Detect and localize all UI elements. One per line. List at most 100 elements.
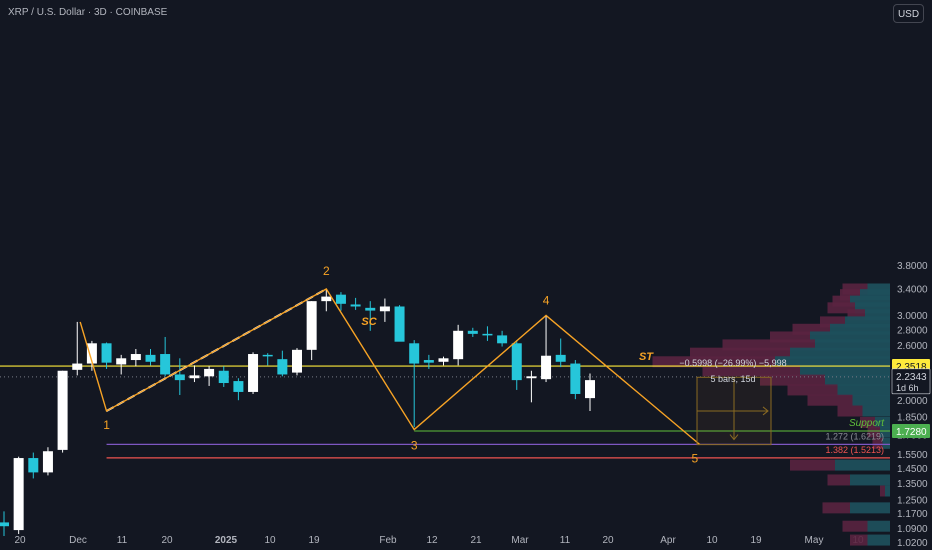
time-tick-label: Apr	[660, 535, 676, 546]
volume-profile-up	[845, 316, 890, 328]
candle-body	[174, 374, 185, 381]
time-tick-label: 21	[470, 535, 482, 546]
sc-label: SC	[361, 316, 377, 328]
support-price-tag: 1.7280	[896, 427, 927, 438]
price-tick-label: 3.4000	[897, 284, 928, 295]
candle-body	[72, 363, 83, 370]
volume-profile-down	[807, 394, 853, 406]
time-tick-label: Dec	[69, 535, 87, 546]
volume-profile-down	[837, 405, 863, 417]
volume-profile-up	[815, 339, 890, 351]
time-tick-label: 20	[14, 535, 26, 546]
candle-body	[511, 343, 522, 381]
time-tick-label: 19	[308, 535, 320, 546]
volume-profile-down	[840, 289, 860, 301]
candle-body	[335, 294, 346, 304]
candle-body	[189, 375, 200, 379]
yellow-price-tag: 2.3518	[896, 362, 927, 373]
symbol-title: XRP / U.S. Dollar · 3D · COINBASE	[8, 7, 168, 18]
fib-1272-label: 1.272 (1.6219)	[825, 431, 884, 441]
volume-profile-down	[872, 437, 883, 449]
volume-profile-down	[827, 302, 855, 314]
candle-body	[350, 304, 361, 307]
candle-body	[233, 381, 244, 392]
volume-profile-up	[860, 289, 890, 301]
volume-profile-down	[860, 416, 875, 428]
volume-profile-down	[850, 534, 868, 546]
current-price-tag: 2.2343	[896, 372, 927, 383]
time-tick-label: 20	[161, 535, 173, 546]
volume-profile-up	[867, 534, 890, 546]
volume-profile-up	[880, 426, 890, 438]
candle-body	[116, 358, 127, 365]
time-tick-label: 20	[602, 535, 614, 546]
candle-body	[277, 359, 288, 375]
time-tick-label: 12	[426, 535, 438, 546]
time-tick-label: 19	[750, 535, 762, 546]
volume-profile-down	[867, 426, 880, 438]
volume-profile-down	[702, 365, 800, 377]
volume-profile-up	[835, 459, 890, 471]
time-tick-label: Mar	[511, 535, 529, 546]
volume-profile-up	[855, 302, 890, 314]
currency-button[interactable]: USD	[893, 4, 924, 23]
volume-profile-up	[825, 374, 890, 386]
volume-profile-down	[770, 331, 810, 343]
candle-body	[379, 306, 390, 312]
measure-bars-label: 5 bars, 15d	[710, 374, 755, 384]
candle-body	[453, 330, 464, 360]
volume-profile-down	[822, 502, 850, 514]
candle-body	[365, 307, 376, 311]
price-tick-label: 2.6000	[897, 341, 928, 352]
volume-profile-up	[852, 394, 890, 406]
candle-body	[262, 354, 273, 357]
candle-body	[28, 458, 39, 473]
candle-body	[218, 370, 229, 384]
volume-profile-down	[832, 295, 850, 307]
candle-body	[409, 343, 420, 364]
volume-profile-up	[837, 384, 890, 396]
volume-profile-down	[690, 347, 790, 359]
elliott-wave-path	[79, 288, 701, 446]
candle-body	[482, 333, 493, 336]
candle-body	[42, 451, 53, 473]
volume-profile-down	[842, 283, 868, 295]
volume-profile-down	[787, 384, 838, 396]
volume-profile-down	[880, 485, 885, 497]
candle-body	[467, 330, 478, 334]
candle-body	[541, 355, 552, 380]
current-price-tag-bg	[891, 368, 931, 395]
price-tick-label: 1.0900	[897, 524, 928, 535]
price-tick-label: 1.4500	[897, 464, 928, 475]
candle-body	[570, 363, 581, 394]
volume-profile-up	[882, 437, 890, 449]
candle-body	[306, 301, 317, 350]
volume-profile-down	[790, 459, 835, 471]
wave-label-1: 1	[103, 418, 110, 432]
volume-profile-up	[850, 474, 890, 486]
volume-profile-up	[775, 356, 890, 368]
measure-change-label: −0.5998 (−26.99%) −5,998	[679, 358, 786, 368]
wave-label-2: 2	[323, 264, 330, 278]
candle-body	[13, 458, 24, 531]
candle-body	[585, 380, 595, 399]
time-tick-label: 11	[117, 535, 128, 546]
measure-right-arrow	[762, 406, 769, 416]
volume-profile-down	[722, 339, 815, 351]
price-tick-label: 2.8000	[897, 325, 928, 336]
volume-profile-up	[790, 347, 890, 359]
time-tick-label: May	[805, 535, 824, 546]
candle-body	[204, 368, 215, 377]
volume-profile-up	[875, 416, 890, 428]
volume-profile-down	[760, 374, 825, 386]
candle-body	[555, 354, 566, 362]
candle-body	[423, 360, 434, 363]
support-label: Support	[849, 418, 885, 429]
fib-1382-label: 1.382 (1.5213)	[825, 445, 884, 455]
price-tick-label: 1.0200	[897, 538, 928, 549]
price-tick-label: 1.5500	[897, 450, 928, 461]
candle-body	[497, 335, 508, 344]
volume-profile-down	[827, 474, 850, 486]
candle-body	[57, 370, 68, 450]
